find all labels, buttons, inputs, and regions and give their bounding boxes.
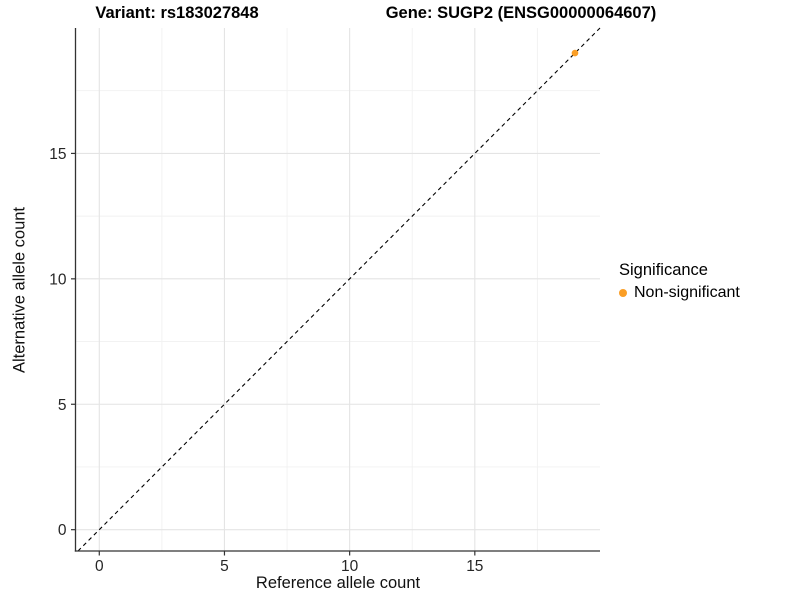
y-tick-label: 5 — [58, 397, 67, 414]
x-tick-label: 10 — [341, 558, 359, 575]
legend-item: Non-significant — [615, 283, 740, 303]
x-axis-title: Reference allele count — [255, 574, 421, 592]
x-tick-label: 5 — [220, 558, 229, 575]
y-axis-title: Alternative allele count — [10, 206, 29, 374]
legend-title: Significance — [619, 261, 708, 279]
variant-title: Variant: rs183027848 — [95, 4, 259, 22]
y-tick-label: 15 — [49, 146, 66, 163]
legend: Significance Non-significant — [615, 261, 740, 303]
x-tick-label: 0 — [95, 558, 104, 575]
x-tick-label: 15 — [466, 558, 483, 575]
data-point — [571, 49, 579, 57]
y-tick-label: 10 — [49, 271, 67, 288]
gene-title: Gene: SUGP2 (ENSG00000064607) — [385, 4, 657, 22]
identity-line — [77, 27, 601, 552]
y-tick-label: 0 — [58, 522, 67, 539]
legend-point-icon — [619, 289, 627, 297]
legend-item-label: Non-significant — [634, 284, 740, 301]
